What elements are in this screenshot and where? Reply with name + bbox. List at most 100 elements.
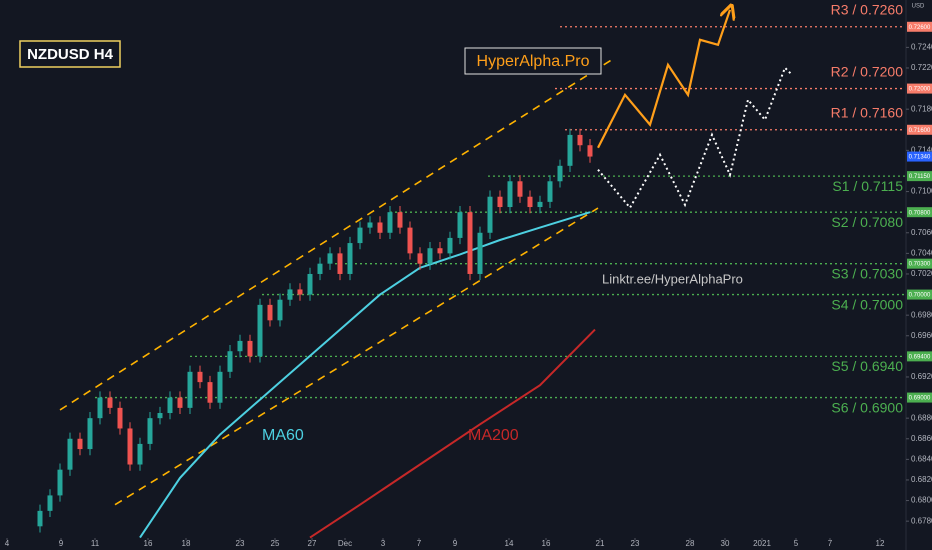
- level-tag-label: 0.72600: [909, 25, 931, 31]
- y-tick-label: 0.68200: [911, 475, 932, 484]
- x-tick-label: 7: [828, 539, 833, 548]
- x-tick-label: 27: [308, 539, 317, 548]
- y-tick-label: 0.67800: [911, 516, 932, 525]
- x-tick-label: 16: [542, 539, 551, 548]
- level-tag: [907, 392, 932, 403]
- candle-body: [407, 227, 413, 254]
- level-tag: [907, 21, 932, 32]
- level-tag: [907, 124, 932, 135]
- plot: [37, 10, 905, 539]
- x-tick-label: 3: [381, 539, 386, 548]
- x-tick-label: 11: [91, 539, 100, 548]
- candle-body: [417, 253, 423, 264]
- x-tick-label: 2021: [753, 539, 771, 548]
- level-tag-label: 0.71150: [909, 174, 931, 180]
- x-tick-label: 12: [876, 539, 885, 548]
- candle-body: [497, 196, 503, 208]
- candle-body: [487, 196, 493, 233]
- currency: USD: [912, 4, 925, 10]
- y-tick-label: 0.72200: [911, 63, 932, 72]
- chart-title: NZDUSD H4: [27, 46, 113, 63]
- candle-body: [77, 438, 83, 450]
- candle-body: [577, 134, 583, 146]
- link: Linktr.ee/HyperAlphaPro: [602, 271, 743, 286]
- y-tick-label: 0.69800: [911, 310, 932, 319]
- x-tick-label: Dec: [338, 539, 352, 548]
- y-tick-label: 0.68800: [911, 413, 932, 422]
- brand: HyperAlpha.Pro: [477, 53, 590, 70]
- candle-body: [237, 340, 243, 352]
- candle-body: [377, 222, 383, 233]
- ma-label: MA200: [468, 427, 519, 444]
- title-box: [19, 40, 121, 68]
- level-tag-label: 0.69000: [909, 396, 931, 402]
- candle-body: [427, 248, 433, 264]
- level-label: S2 / 0.7080: [831, 214, 903, 230]
- x-tick-label: 5: [794, 539, 799, 548]
- candle-body: [217, 371, 223, 403]
- level-tag: [907, 289, 932, 300]
- candle-body: [67, 438, 73, 470]
- candle-body: [567, 134, 573, 166]
- candle-body: [167, 397, 173, 414]
- candle-body: [537, 201, 543, 208]
- level-label: S3 / 0.7030: [831, 265, 903, 281]
- x-tick-label: 4: [5, 539, 10, 548]
- ma-line: [309, 328, 596, 539]
- y-tick-label: 0.68400: [911, 454, 932, 463]
- brand-box: [464, 47, 602, 75]
- candle-body: [437, 248, 443, 254]
- candle-body: [347, 243, 353, 274]
- level-tag: [907, 258, 932, 269]
- candle-body: [87, 418, 93, 450]
- x-tick-label: 21: [596, 539, 605, 548]
- candle-body: [177, 397, 183, 408]
- candle-body: [467, 212, 473, 274]
- x-tick-label: 28: [686, 539, 695, 548]
- candle-body: [187, 371, 193, 408]
- y-tick-label: 0.69200: [911, 372, 932, 381]
- x-tick-label: 23: [631, 539, 640, 548]
- candle-body: [557, 165, 563, 182]
- level-tag-label: 0.70300: [909, 262, 931, 268]
- candle-body: [507, 181, 513, 208]
- level-tag-label: 0.71600: [909, 128, 931, 134]
- level-label: R3 / 0.7260: [831, 1, 904, 17]
- level-tag: [907, 207, 932, 218]
- candle-body: [247, 340, 253, 357]
- y-tick-label: 0.71800: [911, 104, 932, 113]
- level-label: S6 / 0.6900: [831, 399, 903, 415]
- level-tag-label: 0.69400: [909, 354, 931, 360]
- level-tag: [907, 171, 932, 182]
- candle-body: [357, 227, 363, 244]
- candle-body: [47, 495, 53, 511]
- candle-body: [527, 196, 533, 208]
- level-label: S5 / 0.6940: [831, 358, 903, 374]
- price-tag: [907, 151, 932, 162]
- x-tick-label: 9: [453, 539, 458, 548]
- level-tag-label: 0.70000: [909, 293, 931, 299]
- candle-body: [337, 253, 343, 274]
- channel-line: [114, 207, 599, 506]
- level-label: R2 / 0.7200: [831, 63, 904, 79]
- x-tick-label: 18: [182, 539, 191, 548]
- y-tick-label: 0.71400: [911, 145, 932, 154]
- candle-body: [387, 212, 393, 233]
- candle-body: [207, 382, 213, 403]
- price-tag-label: 0.71340: [909, 155, 931, 161]
- level-label: S1 / 0.7115: [832, 178, 903, 194]
- candle-body: [117, 407, 123, 429]
- x-tick-label: 7: [417, 539, 422, 548]
- candle-body: [547, 181, 553, 202]
- level-tag-label: 0.72000: [909, 87, 931, 93]
- x-tick-label: 30: [721, 539, 730, 548]
- candle-body: [267, 304, 273, 321]
- candle-body: [227, 351, 233, 372]
- y-tick-label: 0.72400: [911, 42, 932, 51]
- candle-body: [97, 397, 103, 419]
- candle-body: [147, 418, 153, 444]
- candle-body: [57, 469, 63, 496]
- projection: [597, 10, 730, 149]
